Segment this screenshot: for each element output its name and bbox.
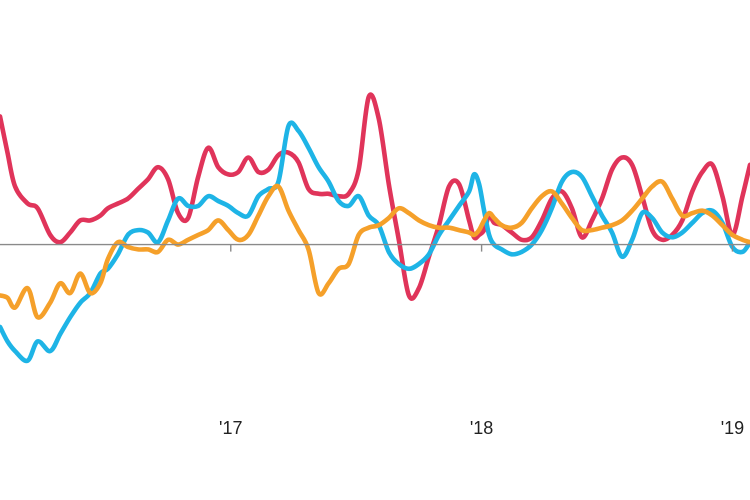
- series-layer: [0, 92, 750, 364]
- x-tick-label: '18: [470, 418, 493, 438]
- series-line-2: [0, 120, 750, 364]
- x-tick-label: '19: [721, 418, 744, 438]
- x-axis-ticks: '17 '18 '19: [219, 244, 744, 438]
- x-tick-label: '17: [219, 418, 242, 438]
- series-line-1: [0, 92, 750, 301]
- series-line-3: [0, 178, 750, 320]
